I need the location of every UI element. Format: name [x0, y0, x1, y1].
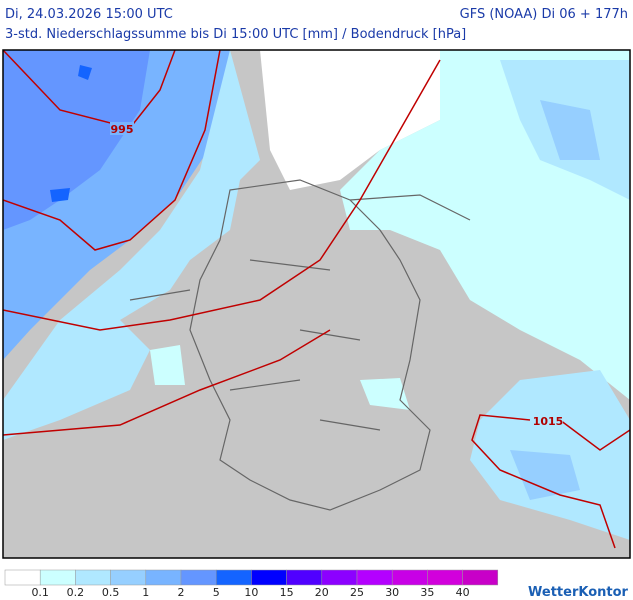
valid-time: Di, 24.03.2026 15:00 UTC	[5, 7, 173, 22]
legend: 0.1 0.2 0.5 1 2 5 10 15 20 25 30 35 40	[4, 569, 499, 599]
legend-label: 2	[178, 586, 185, 599]
legend-label: 0.5	[102, 586, 120, 599]
legend-label: 5	[213, 586, 220, 599]
legend-label: 1	[142, 586, 149, 599]
subtitle: 3-std. Niederschlagssumme bis Di 15:00 U…	[5, 27, 466, 42]
legend-label: 25	[350, 586, 364, 599]
legend-swatch	[391, 569, 428, 586]
legend-swatch	[462, 569, 499, 586]
model-run: GFS (NOAA) Di 06 + 177h	[460, 7, 628, 22]
legend-swatch	[39, 569, 76, 586]
legend-swatch	[286, 569, 323, 586]
legend-swatch	[356, 569, 393, 586]
legend-swatch	[75, 569, 111, 586]
legend-label: 0.1	[31, 586, 49, 599]
legend-label: 35	[420, 586, 434, 599]
legend-label: 0.2	[67, 586, 85, 599]
legend-label: 10	[244, 586, 258, 599]
legend-swatch	[4, 569, 41, 586]
legend-swatch	[321, 569, 358, 586]
legend-swatch	[427, 569, 463, 586]
legend-swatch	[215, 569, 252, 586]
legend-swatch	[145, 569, 182, 586]
legend-swatch	[251, 569, 287, 586]
logo: WetterKontor	[528, 585, 629, 600]
legend-swatch	[180, 569, 217, 586]
isobar-label: 995	[111, 123, 134, 136]
legend-label: 15	[280, 586, 294, 599]
isobar-label: 1015	[533, 415, 564, 428]
legend-swatch	[110, 569, 147, 586]
legend-label: 40	[456, 586, 470, 599]
legend-label: 30	[385, 586, 399, 599]
legend-label: 20	[315, 586, 329, 599]
map: 995 1015	[2, 49, 631, 559]
